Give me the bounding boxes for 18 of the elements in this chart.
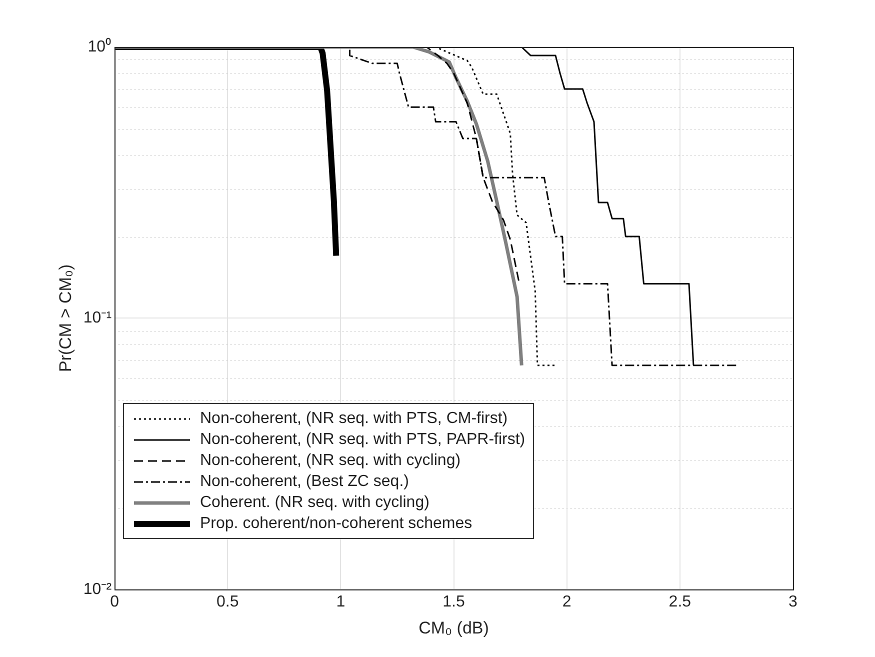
x-axis-title: CM₀ (dB)	[418, 618, 489, 638]
legend-label: Prop. coherent/non-coherent schemes	[200, 514, 472, 532]
legend-label: Coherent. (NR seq. with cycling)	[200, 494, 430, 512]
x-tick-label: 2.5	[668, 593, 692, 610]
legend-label: Non-coherent, (NR seq. with PTS, PAPR-first)	[200, 430, 526, 448]
legend-label: Non-coherent, (Best ZC seq.)	[200, 472, 409, 490]
legend-label: Non-coherent, (NR seq. with cycling)	[200, 452, 461, 470]
y-axis-title: Pr(CM > CM₀)	[56, 264, 75, 372]
x-tick-label: 1	[336, 593, 346, 610]
y-tick-label: 10⁻¹	[83, 310, 112, 327]
y-tick-label: 10⁰	[88, 37, 112, 56]
x-tick-label: 2	[562, 593, 572, 610]
x-tick-label: 0.5	[216, 593, 239, 610]
x-tick-label: 0	[110, 593, 120, 610]
y-tick-label: 10⁻²	[83, 580, 112, 598]
x-tick-label: 3	[788, 593, 798, 610]
x-tick-label: 1.5	[442, 593, 465, 610]
legend-label: Non-coherent, (NR seq. with PTS, CM-first)	[200, 410, 508, 428]
